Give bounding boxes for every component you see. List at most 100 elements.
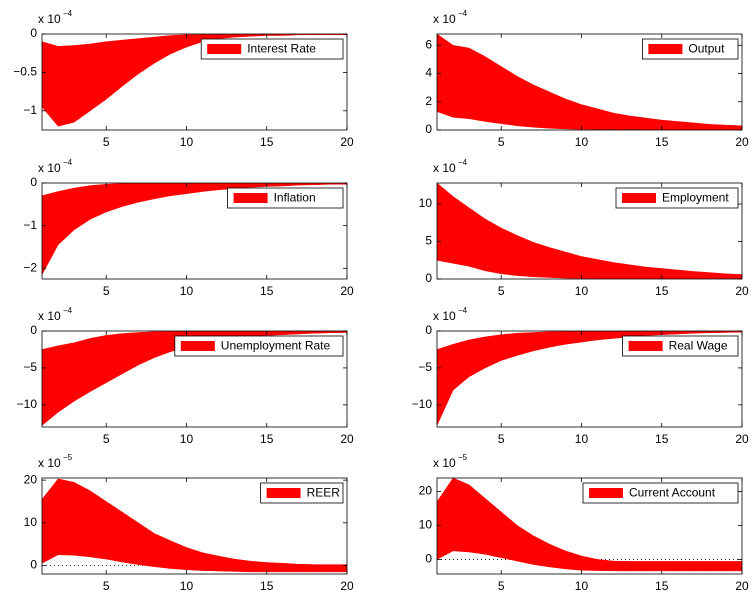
axes-frame: [436, 477, 743, 575]
y-tick-label: 5: [425, 234, 432, 248]
x-tick-label: 20: [735, 579, 749, 593]
x-tick-label: 20: [340, 284, 354, 298]
legend-box: [174, 335, 344, 357]
axes-frame: [41, 477, 348, 575]
y-tick-label: 10: [419, 518, 433, 532]
y-tick-label: 20: [419, 484, 433, 498]
legend-swatch: [180, 341, 215, 351]
y-tick-label: 20: [24, 472, 38, 486]
x-tick-label: 5: [103, 284, 110, 298]
legend-label: Real Wage: [669, 339, 728, 353]
axes-frame: [436, 182, 743, 280]
axes-frame: [436, 330, 743, 428]
y-tick-label: −1: [23, 103, 37, 117]
x-tick-label: 15: [260, 135, 274, 149]
x-tick-label: 5: [498, 579, 505, 593]
legend-swatch: [266, 488, 301, 498]
axes-frame: [436, 33, 743, 131]
scale-label: x 10: [38, 309, 61, 323]
scale-exponent: −5: [63, 453, 73, 462]
scale-label: x 10: [38, 456, 61, 470]
x-tick-label: 10: [575, 579, 589, 593]
subplot: Interest Rate 5 10 15 20 −1 −0.5 0x 10 −4: [13, 9, 354, 149]
scale-exponent: −4: [63, 9, 73, 18]
x-tick-label: 15: [655, 284, 669, 298]
x-tick-label: 20: [340, 579, 354, 593]
y-tick-label: 10: [419, 196, 433, 210]
scale-label: x 10: [38, 161, 61, 175]
x-tick-label: 10: [575, 135, 589, 149]
legend-label: Unemployment Rate: [221, 339, 331, 353]
x-tick-label: 15: [260, 579, 274, 593]
y-tick-label: 0: [30, 323, 37, 337]
x-tick-label: 5: [103, 135, 110, 149]
subplot: Unemployment Rate 5 10 15 20 −10 −5 0x 10 −4: [17, 306, 354, 446]
band-area: [42, 34, 347, 127]
y-tick-label: −10: [412, 397, 433, 411]
y-tick-label: 2: [425, 94, 432, 108]
x-tick-label: 15: [655, 135, 669, 149]
subplot: Output 5 10 15 20 0 2 4 6x 10 −4: [425, 9, 749, 149]
scale-label: x 10: [433, 161, 456, 175]
x-tick-label: 20: [735, 135, 749, 149]
subplot: Real Wage 5 10 15 20 −10 −5 0x 10 −4: [412, 306, 749, 446]
x-tick-label: 15: [260, 284, 274, 298]
y-tick-label: −0.5: [13, 65, 37, 79]
scale-label: x 10: [433, 456, 456, 470]
scale-exponent: −4: [458, 9, 468, 18]
y-tick-label: 0: [30, 558, 37, 572]
band-area: [42, 331, 347, 426]
y-tick-label: 0: [425, 271, 432, 285]
y-tick-label: 0: [30, 175, 37, 189]
y-tick-label: −2: [23, 261, 37, 275]
band-area: [437, 183, 742, 279]
x-tick-label: 10: [575, 432, 589, 446]
legend-label: Current Account: [629, 486, 716, 500]
band-area: [437, 478, 742, 572]
x-tick-label: 20: [340, 135, 354, 149]
legend-swatch: [628, 341, 663, 351]
x-tick-label: 20: [735, 284, 749, 298]
subplot: Employment 5 10 15 20 0 5 10 x 10 −4: [419, 158, 749, 298]
y-tick-label: 0: [30, 26, 37, 40]
x-tick-label: 20: [735, 432, 749, 446]
x-tick-label: 10: [180, 579, 194, 593]
x-tick-label: 5: [498, 135, 505, 149]
scale-label: x 10: [38, 12, 61, 26]
y-tick-label: 0: [425, 552, 432, 566]
y-tick-label: 6: [425, 37, 432, 51]
band-area: [42, 478, 347, 573]
x-tick-label: 5: [498, 284, 505, 298]
legend-label: Inflation: [274, 191, 316, 205]
legend-label: Employment: [662, 191, 729, 205]
x-tick-label: 20: [340, 432, 354, 446]
legend-label: REER: [307, 486, 341, 500]
band-area: [437, 34, 742, 130]
legend-swatch: [648, 44, 683, 54]
scale-exponent: −4: [63, 158, 73, 167]
scale-exponent: −5: [458, 453, 468, 462]
y-tick-label: 0: [425, 122, 432, 136]
axes-frame: [41, 182, 348, 280]
y-tick-label: −1: [23, 218, 37, 232]
scale-label: x 10: [433, 309, 456, 323]
band-area: [42, 183, 347, 275]
legend-swatch: [233, 193, 268, 203]
axes-frame: [41, 33, 348, 131]
x-tick-label: 10: [180, 284, 194, 298]
y-tick-label: 0: [425, 323, 432, 337]
scale-label: x 10: [433, 12, 456, 26]
x-tick-label: 10: [180, 135, 194, 149]
x-tick-label: 5: [498, 432, 505, 446]
legend-swatch: [589, 488, 623, 498]
y-tick-label: −5: [23, 360, 37, 374]
y-tick-label: −10: [17, 397, 38, 411]
x-tick-label: 15: [655, 579, 669, 593]
scale-exponent: −4: [63, 306, 73, 315]
x-tick-label: 5: [103, 579, 110, 593]
subplot: Inflation 5 10 15 20 −2 −1 0x 10 −4: [23, 158, 354, 298]
legend-label: Interest Rate: [247, 42, 316, 56]
